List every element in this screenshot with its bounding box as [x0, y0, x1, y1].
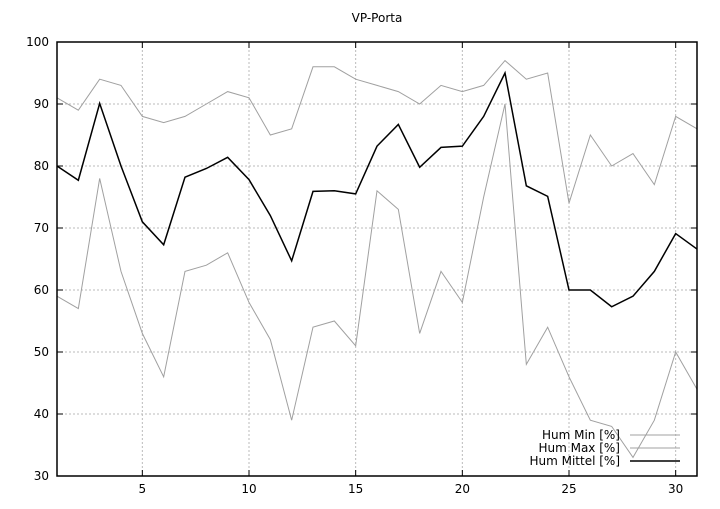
y-tick-label: 30 — [34, 469, 49, 483]
plot-frame — [56, 41, 698, 477]
series-line-2 — [56, 59, 698, 204]
y-tick-label: 70 — [34, 221, 49, 235]
legend-label: Hum Min [%] — [542, 428, 620, 442]
x-tick-label: 15 — [348, 482, 363, 496]
y-tick-label: 90 — [34, 97, 49, 111]
legend-label: Hum Mittel [%] — [529, 454, 620, 468]
y-tick-label: 60 — [34, 283, 49, 297]
legend-label: Hum Max [%] — [538, 441, 620, 455]
y-tick-label: 80 — [34, 159, 49, 173]
x-tick-label: 30 — [668, 482, 683, 496]
chart-title: VP-Porta — [352, 11, 403, 25]
x-tick-label: 10 — [241, 482, 256, 496]
x-tick-label: 20 — [455, 482, 470, 496]
x-tick-label: 25 — [561, 482, 576, 496]
y-tick-label: 100 — [26, 35, 49, 49]
y-tick-label: 50 — [34, 345, 49, 359]
series-line-1 — [56, 103, 698, 459]
x-tick-label: 5 — [139, 482, 147, 496]
y-tick-label: 40 — [34, 407, 49, 421]
series-line-3 — [56, 70, 698, 308]
